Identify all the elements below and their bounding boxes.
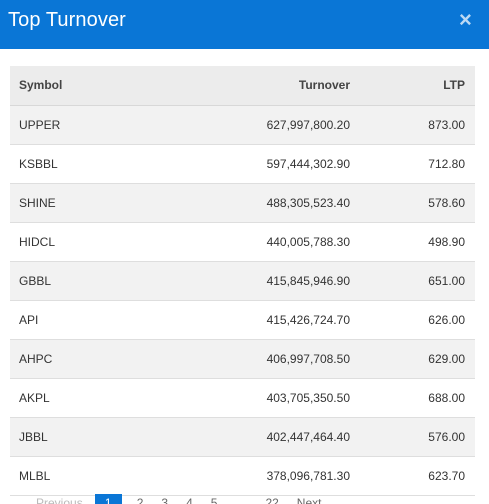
turnover-table: Symbol Turnover LTP UPPER 627,997,800.20 8…	[10, 66, 475, 496]
modal-title: Top Turnover	[8, 9, 126, 31]
pagination-page-4[interactable]: 4	[186, 496, 193, 504]
cell-ltp: 626.00	[428, 312, 465, 327]
table-row[interactable]: JBBL 402,447,464.40 576.00	[10, 417, 475, 456]
cell-symbol[interactable]: JBBL	[19, 429, 48, 444]
cell-turnover: 627,997,800.20	[266, 117, 350, 132]
cell-ltp: 578.60	[428, 195, 465, 210]
pagination-previous[interactable]: Previous	[36, 496, 83, 504]
cell-turnover: 415,845,946.90	[266, 273, 350, 288]
cell-turnover: 440,005,788.30	[266, 234, 350, 249]
pagination-page-2[interactable]: 2	[136, 496, 144, 504]
table-row[interactable]: GBBL 415,845,946.90 651.00	[10, 261, 475, 300]
cell-ltp: 688.00	[428, 390, 465, 405]
cell-symbol[interactable]: KSBBL	[19, 156, 58, 171]
table-row[interactable]: HIDCL 440,005,788.30 498.90	[10, 222, 475, 261]
table-row[interactable]: SHINE 488,305,523.40 578.60	[10, 183, 475, 222]
table-row[interactable]: KSBBL 597,444,302.90 712.80	[10, 144, 475, 183]
modal-header: Top Turnover ×	[0, 0, 489, 49]
cell-turnover: 415,426,724.70	[266, 312, 350, 327]
pagination-page-last[interactable]: 22	[265, 496, 279, 504]
cell-ltp: 712.80	[428, 156, 465, 171]
cell-symbol[interactable]: SHINE	[19, 195, 56, 210]
cell-turnover: 378,096,781.30	[266, 468, 350, 483]
table-row[interactable]: API 415,426,724.70 626.00	[10, 300, 475, 339]
table-header-row: Symbol Turnover LTP	[10, 66, 475, 106]
column-header-symbol[interactable]: Symbol	[10, 66, 180, 106]
table-row[interactable]: UPPER 627,997,800.20 873.00	[10, 105, 475, 144]
table-row[interactable]: MLBL 378,096,781.30 623.70	[10, 456, 475, 495]
cell-symbol[interactable]: AHPC	[19, 351, 53, 366]
cell-ltp: 623.70	[428, 468, 465, 483]
turnover-table-container: Symbol Turnover LTP UPPER 627,997,800.20 8…	[10, 66, 475, 496]
cell-turnover: 403,705,350.50	[266, 390, 350, 405]
close-icon[interactable]: ×	[459, 7, 472, 32]
cell-ltp: 873.00	[428, 117, 465, 132]
cell-symbol[interactable]: AKPL	[19, 390, 50, 405]
pagination: Previous 1 2 3 4 5 … 22 Next	[36, 494, 339, 504]
cell-symbol[interactable]: HIDCL	[19, 234, 56, 249]
cell-symbol[interactable]: GBBL	[19, 273, 52, 288]
cell-turnover: 488,305,523.40	[266, 195, 350, 210]
cell-ltp: 651.00	[428, 273, 465, 288]
pagination-page-1[interactable]: 1	[94, 494, 122, 504]
table-row[interactable]: AHPC 406,997,708.50 629.00	[10, 339, 475, 378]
cell-ltp: 576.00	[428, 429, 465, 444]
cell-turnover: 402,447,464.40	[266, 429, 350, 444]
pagination-page-3[interactable]: 3	[161, 496, 169, 504]
cell-symbol[interactable]: UPPER	[19, 117, 61, 132]
table-body: UPPER 627,997,800.20 873.00 KSBBL 597,444,30…	[10, 105, 475, 495]
table-row[interactable]: AKPL 403,705,350.50 688.00	[10, 378, 475, 417]
column-header-turnover[interactable]: Turnover	[180, 66, 350, 106]
pagination-ellipsis: …	[235, 496, 248, 504]
column-header-ltp[interactable]: LTP	[350, 66, 475, 106]
cell-symbol[interactable]: MLBL	[19, 468, 51, 483]
pagination-next[interactable]: Next	[296, 496, 322, 504]
pagination-page-5[interactable]: 5	[210, 496, 218, 504]
cell-turnover: 406,997,708.50	[266, 351, 350, 366]
cell-ltp: 629.00	[428, 351, 465, 366]
cell-turnover: 597,444,302.90	[266, 156, 350, 171]
cell-ltp: 498.90	[428, 234, 465, 249]
cell-symbol[interactable]: API	[19, 312, 39, 327]
